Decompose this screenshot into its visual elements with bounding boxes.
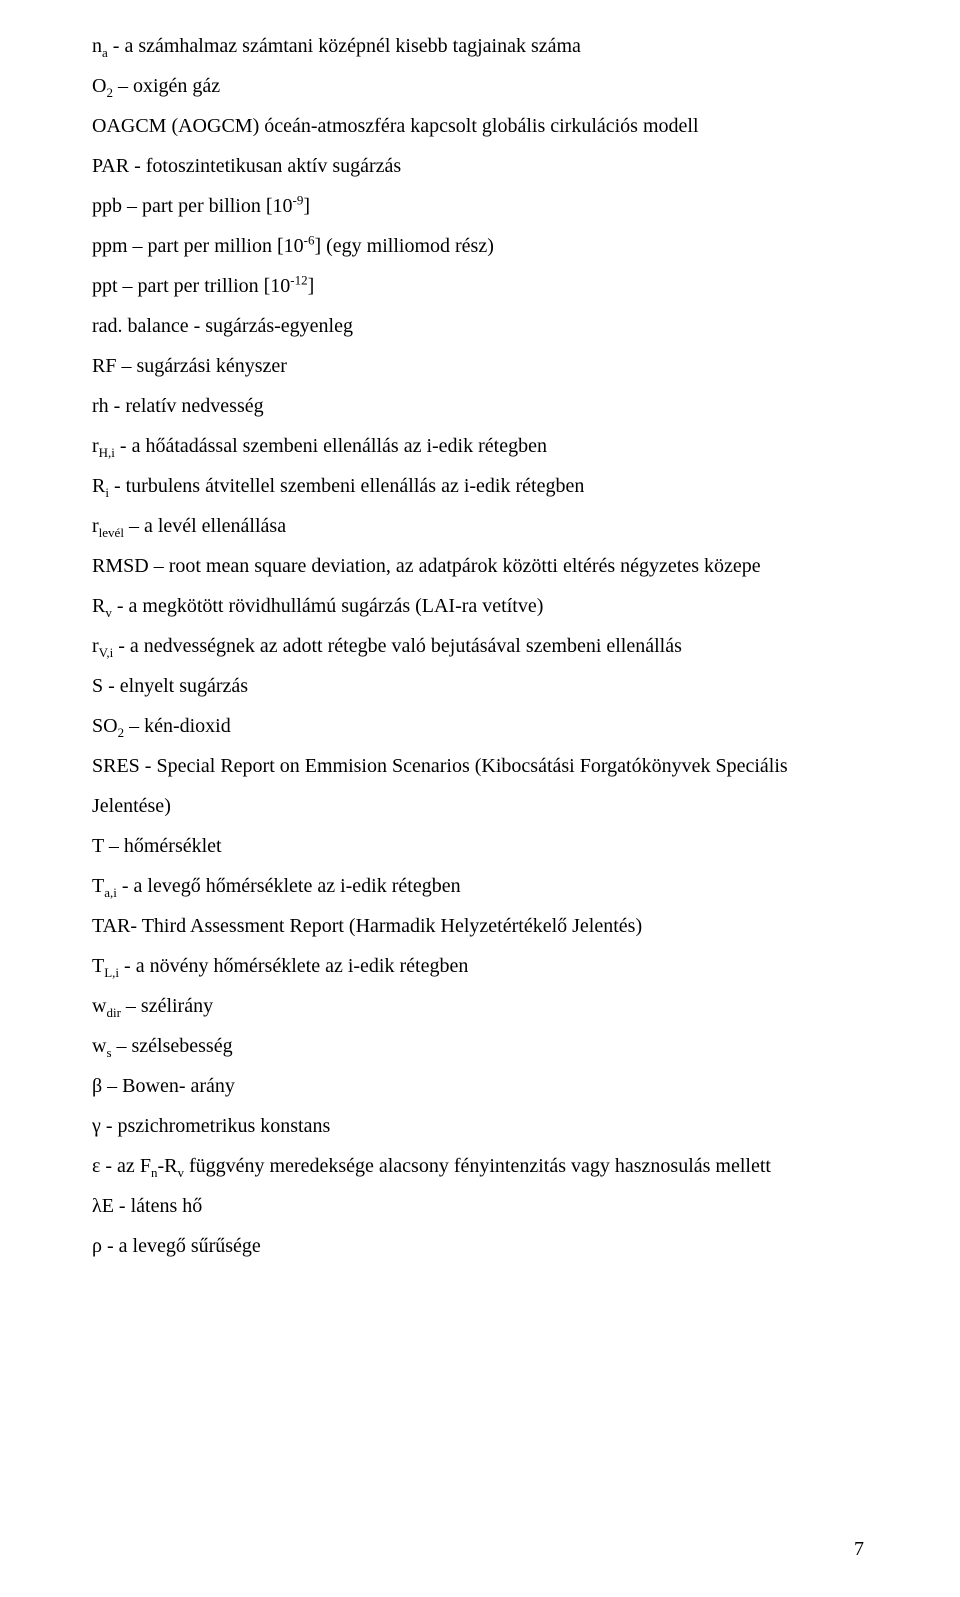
text-line: ppm – part per million [10-6] (egy milli… [92,226,868,266]
text-line: OAGCM (AOGCM) óceán-atmoszféra kapcsolt … [92,106,868,146]
page-number: 7 [854,1538,864,1561]
text-line: ppb – part per billion [10-9] [92,186,868,226]
text-line: ε - az Fn-Rv függvény meredeksége alacso… [92,1146,868,1186]
text-line: ws – szélsebesség [92,1026,868,1066]
text-line: rad. balance - sugárzás-egyenleg [92,306,868,346]
text-line: rh - relatív nedvesség [92,386,868,426]
text-line: Jelentése) [92,786,868,826]
document-page: na - a számhalmaz számtani középnél kise… [0,0,960,1597]
text-line: λE - látens hő [92,1186,868,1226]
text-line: Rv - a megkötött rövidhullámú sugárzás (… [92,586,868,626]
text-line: T – hőmérséklet [92,826,868,866]
text-line: SRES - Special Report on Emmision Scenar… [92,746,868,786]
text-line: PAR - fotoszintetikusan aktív sugárzás [92,146,868,186]
text-line: Ri - turbulens átvitellel szembeni ellen… [92,466,868,506]
text-line: RF – sugárzási kényszer [92,346,868,386]
text-line: rV,i - a nedvességnek az adott rétegbe v… [92,626,868,666]
text-line: rH,i - a hőátadással szembeni ellenállás… [92,426,868,466]
text-line: Ta,i - a levegő hőmérséklete az i-edik r… [92,866,868,906]
text-line: β – Bowen- arány [92,1066,868,1106]
text-line: SO2 – kén-dioxid [92,706,868,746]
text-line: TL,i - a növény hőmérséklete az i-edik r… [92,946,868,986]
text-line: O2 – oxigén gáz [92,66,868,106]
text-line: ρ - a levegő sűrűsége [92,1226,868,1266]
body-text: na - a számhalmaz számtani középnél kise… [92,26,868,1266]
text-line: ppt – part per trillion [10-12] [92,266,868,306]
text-line: γ - pszichrometrikus konstans [92,1106,868,1146]
text-line: RMSD – root mean square deviation, az ad… [92,546,868,586]
text-line: TAR- Third Assessment Report (Harmadik H… [92,906,868,946]
text-line: S - elnyelt sugárzás [92,666,868,706]
text-line: rlevél – a levél ellenállása [92,506,868,546]
text-line: wdir – szélirány [92,986,868,1026]
text-line: na - a számhalmaz számtani középnél kise… [92,26,868,66]
